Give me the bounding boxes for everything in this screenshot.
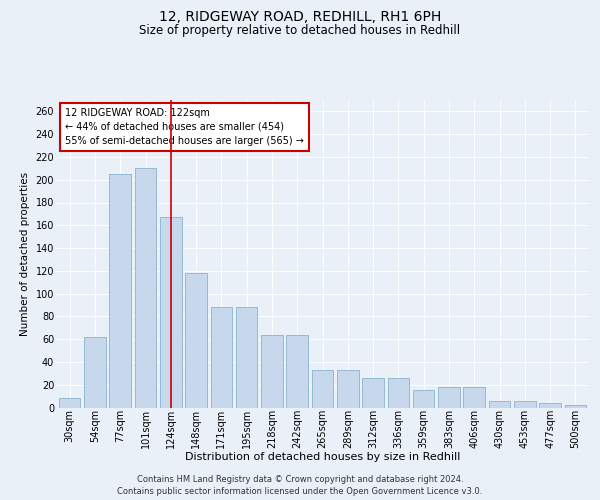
Bar [514, 400, 536, 407]
Bar [286, 334, 308, 407]
Bar [565, 405, 586, 407]
Text: 12 RIDGEWAY ROAD: 122sqm
← 44% of detached houses are smaller (454)
55% of semi-: 12 RIDGEWAY ROAD: 122sqm ← 44% of detach… [65, 108, 304, 146]
Bar [539, 403, 561, 407]
Bar [59, 398, 80, 407]
Bar [312, 370, 333, 408]
Bar [185, 273, 207, 407]
Bar [261, 334, 283, 407]
Bar [135, 168, 156, 408]
Bar [236, 308, 257, 408]
Text: Size of property relative to detached houses in Redhill: Size of property relative to detached ho… [139, 24, 461, 37]
Y-axis label: Number of detached properties: Number of detached properties [20, 172, 30, 336]
Bar [362, 378, 384, 408]
Bar [489, 400, 510, 407]
Bar [211, 308, 232, 408]
Bar [438, 387, 460, 407]
Text: Distribution of detached houses by size in Redhill: Distribution of detached houses by size … [185, 452, 460, 462]
Bar [160, 218, 182, 408]
Bar [109, 174, 131, 408]
Bar [84, 337, 106, 407]
Bar [463, 387, 485, 407]
Text: Contains HM Land Registry data © Crown copyright and database right 2024.
Contai: Contains HM Land Registry data © Crown c… [118, 475, 482, 496]
Bar [413, 390, 434, 407]
Bar [388, 378, 409, 408]
Text: 12, RIDGEWAY ROAD, REDHILL, RH1 6PH: 12, RIDGEWAY ROAD, REDHILL, RH1 6PH [159, 10, 441, 24]
Bar [337, 370, 359, 408]
